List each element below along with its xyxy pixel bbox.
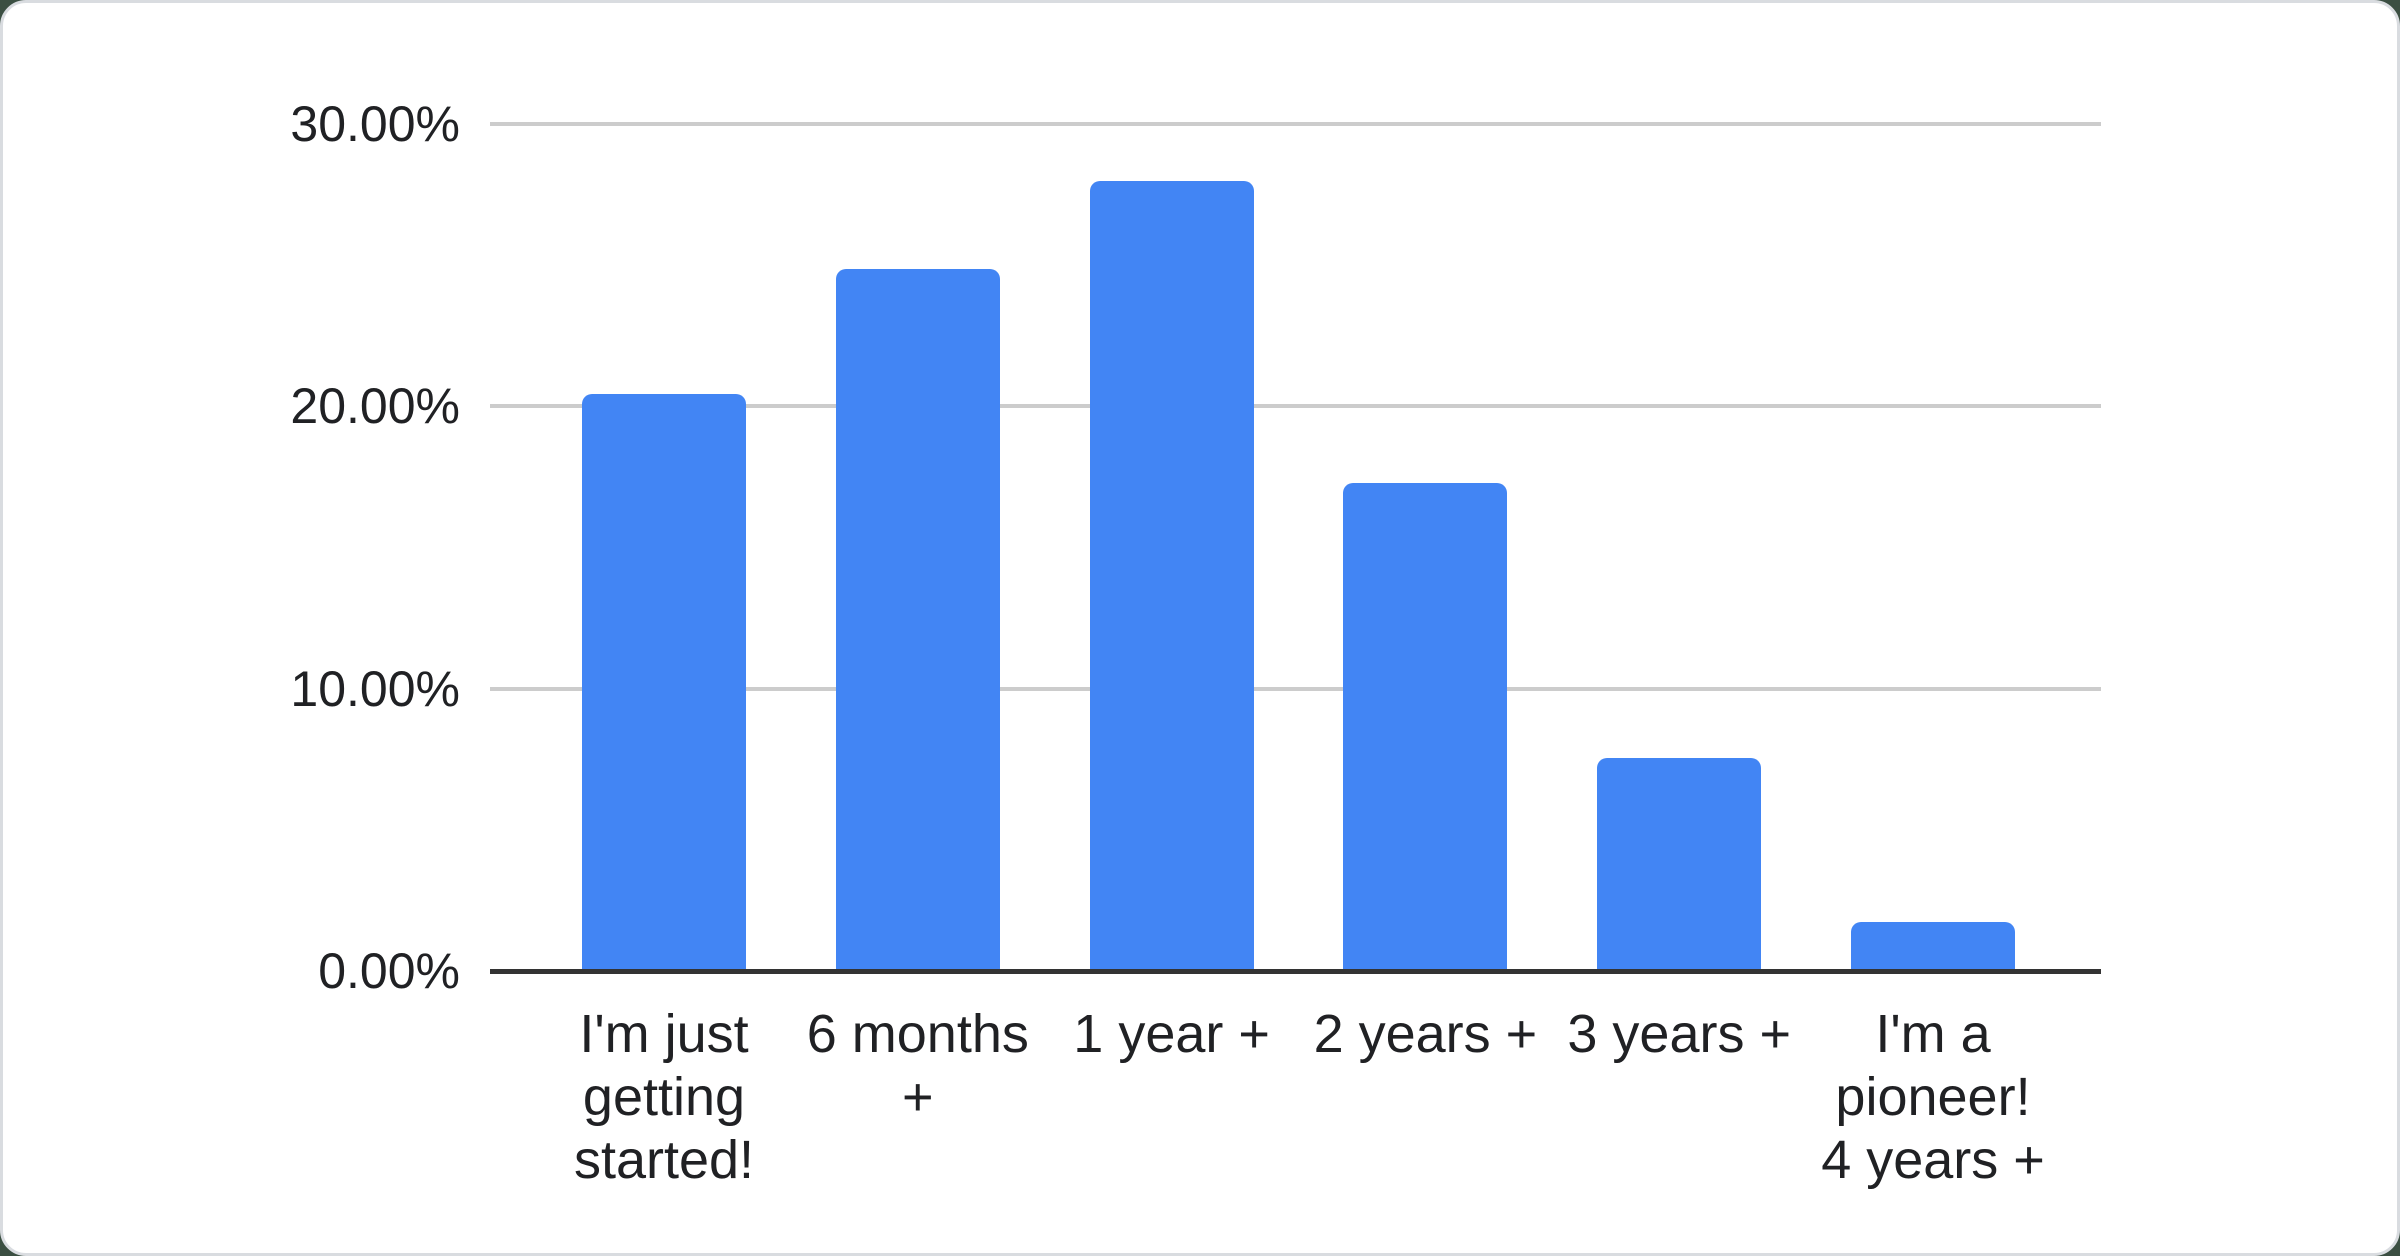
bar[interactable] [1089,180,1254,971]
bar[interactable] [1597,758,1762,971]
x-category-label: I'm a pioneer! 4 years + [1821,1004,2045,1190]
bar-chart: 0.00% 10.00% 20.00% 30.00% I'm just getting … [3,3,2397,1253]
x-category-label: 1 year + [1073,1004,1270,1064]
gridline [490,404,2101,409]
gridline [490,122,2101,126]
x-axis-line [490,969,2101,974]
y-tick-label: 10.00% [290,660,460,717]
bar[interactable] [582,393,746,971]
y-tick-label: 20.00% [290,378,460,435]
y-tick-label: 30.00% [290,96,460,152]
bar[interactable] [1851,922,2015,971]
bar[interactable] [835,269,1000,971]
bar[interactable] [1343,482,1508,971]
x-category-label: 2 years + [1313,1004,1538,1064]
x-category-label: 6 months + [806,1004,1029,1127]
y-tick-label: 0.00% [318,943,460,999]
x-category-label: 3 years + [1567,1004,1791,1064]
x-category-label: I'm just getting started! [573,1004,755,1190]
gridline [490,686,2101,691]
